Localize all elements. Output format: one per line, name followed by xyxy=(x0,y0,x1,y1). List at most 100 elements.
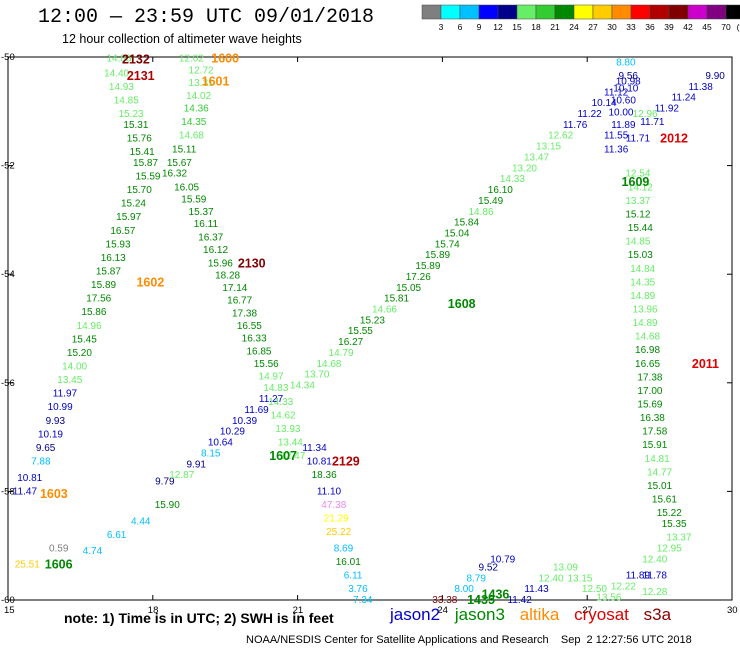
swh-value: 14.84 xyxy=(630,264,655,275)
swh-value: 15.59 xyxy=(181,194,206,205)
swh-value: 14.62 xyxy=(271,410,296,421)
swh-value: 10.00 xyxy=(608,107,633,118)
swh-value: 15.81 xyxy=(384,294,409,305)
swh-value: 16.85 xyxy=(246,346,271,357)
swh-value: 15.87 xyxy=(96,266,121,277)
swh-value: 14.02 xyxy=(186,91,211,102)
colorbar-label: 3 xyxy=(439,22,444,32)
swh-value: 8.15 xyxy=(201,448,221,459)
swh-value: 13.15 xyxy=(567,573,592,584)
swh-value: 13.20 xyxy=(512,163,537,174)
pass-label: 2129 xyxy=(332,455,360,469)
swh-value: 11.89 xyxy=(626,571,651,582)
swh-value: 15.84 xyxy=(454,218,479,229)
swh-value: 11.71 xyxy=(626,133,651,144)
colorbar-label: 33 xyxy=(626,22,636,32)
swh-value: 14.85 xyxy=(114,95,139,106)
colorbar-label: 15 xyxy=(512,22,522,32)
swh-value: 17.26 xyxy=(406,272,431,283)
swh-value: 11.24 xyxy=(672,93,697,104)
y-tick-label: -52 xyxy=(1,161,15,172)
colorbar-swatch xyxy=(630,4,651,20)
swh-value: 4.74 xyxy=(83,546,103,557)
colorbar-swatch xyxy=(516,4,537,20)
colorbar-label: 30 xyxy=(607,22,617,32)
swh-value: 10.79 xyxy=(490,554,515,565)
swh-value: 15.90 xyxy=(155,500,180,511)
swh-value: 15.20 xyxy=(67,348,92,359)
swh-value: 16.33 xyxy=(242,333,267,344)
swh-value: 8.00 xyxy=(454,584,474,595)
swh-value: 12.96 xyxy=(633,109,658,120)
colorbar-swatch xyxy=(687,4,708,20)
swh-value: 15.97 xyxy=(116,212,141,223)
pass-label: 1607 xyxy=(269,449,297,463)
colorbar-swatch xyxy=(611,4,632,20)
swh-value: 14.89 xyxy=(633,318,658,329)
swh-value: 33.38 xyxy=(432,595,457,606)
swh-value: 15.49 xyxy=(478,196,503,207)
swh-value: 13.31 xyxy=(189,78,214,89)
legend-altika: altika xyxy=(519,605,560,624)
x-tick-label: 21 xyxy=(293,605,304,616)
plot-border xyxy=(7,56,733,601)
swh-value: 9.79 xyxy=(155,477,175,488)
swh-value: 17.00 xyxy=(637,386,662,397)
pass-label: 1606 xyxy=(45,558,73,572)
swh-value: 14.68 xyxy=(635,332,660,343)
swh-value: 16.10 xyxy=(488,185,513,196)
swh-value: 10.60 xyxy=(611,95,636,106)
swh-value: 7.34 xyxy=(353,595,373,606)
swh-value: 14.96 xyxy=(77,321,102,332)
axis-ticks: 15 18 21 24 27 30 -50 -52 -54 -56 -58 -60 xyxy=(1,52,738,616)
swh-value: 15.89 xyxy=(91,280,116,291)
swh-value: 15.86 xyxy=(81,307,106,318)
swh-value: 10.29 xyxy=(220,427,245,438)
colorbar-swatch xyxy=(668,4,689,20)
swh-value: 47.38 xyxy=(321,500,346,511)
swh-value: 17.56 xyxy=(86,294,111,305)
swh-value: 15.44 xyxy=(628,223,653,234)
swh-value: 14.34 xyxy=(290,381,315,392)
swh-value: 12.95 xyxy=(657,543,682,554)
x-tick-label: 15 xyxy=(4,605,15,616)
colorbar-label: 27 xyxy=(588,22,598,32)
swh-value: 8.80 xyxy=(616,57,636,68)
swh-value: 15.87 xyxy=(133,158,158,169)
swh-value: 3.76 xyxy=(348,584,368,595)
colorbar-swatch xyxy=(535,4,556,20)
footer-note: note: 1) Time is in UTC; 2) SWH is in fe… xyxy=(64,610,334,626)
pass-label: 2011 xyxy=(692,357,719,371)
swh-value: 14.86 xyxy=(468,207,493,218)
swh-value: 12.22 xyxy=(611,581,636,592)
swh-value: 16.11 xyxy=(194,219,219,230)
chart-title: 12:00 — 23:59 UTC 09/01/2018 xyxy=(38,6,375,29)
legend-cryosat: cryosat xyxy=(574,605,629,624)
swh-value: 13.09 xyxy=(553,562,578,573)
swh-value: 15.03 xyxy=(628,250,653,261)
swh-value: 15.37 xyxy=(189,207,214,218)
swh-value: 15.56 xyxy=(254,359,279,370)
pass-label: 2130 xyxy=(238,256,266,270)
swh-value: 15.31 xyxy=(123,120,148,131)
swh-value: 11.27 xyxy=(259,394,284,405)
swh-value: 16.57 xyxy=(110,226,135,237)
pass-label: 1602 xyxy=(136,275,164,289)
swh-value: 11.22 xyxy=(577,109,602,120)
swh-value: 15.05 xyxy=(396,283,421,294)
pass-label: 2132 xyxy=(122,53,150,67)
swh-value: 13.96 xyxy=(633,304,658,315)
swh-value: 14.35 xyxy=(181,117,206,128)
colorbar-label: 9 xyxy=(477,22,482,32)
swh-value: 15.96 xyxy=(208,258,233,269)
colorbar-label: 36 xyxy=(645,22,655,32)
swh-value: 14.77 xyxy=(647,467,672,478)
swh-value: 6.61 xyxy=(107,530,127,541)
swh-value: 12.02 xyxy=(179,54,204,65)
legend-jason2: jason2 xyxy=(390,605,441,624)
swh-value: 17.38 xyxy=(232,308,257,319)
colorbar-swatch xyxy=(725,4,740,20)
swh-value: 14.83 xyxy=(263,383,288,394)
